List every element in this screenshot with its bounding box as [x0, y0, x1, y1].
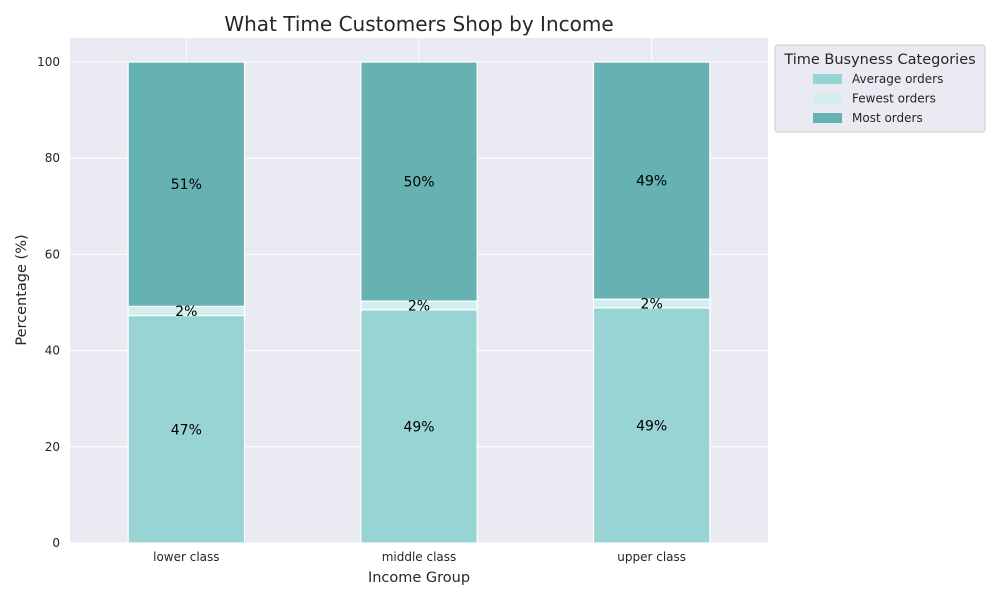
x-tick-label: lower class: [153, 550, 219, 564]
y-tick-label: 40: [45, 344, 60, 358]
legend-title: Time Busyness Categories: [783, 52, 975, 68]
bar-segment: [360, 61, 478, 302]
y-tick-label: 20: [45, 440, 60, 454]
legend-swatch: [813, 74, 842, 84]
legend-swatch: [813, 93, 842, 104]
legend-entry-label: Average orders: [852, 72, 943, 86]
data-label: 2%: [175, 304, 197, 320]
bar-segment: [592, 307, 711, 544]
y-tick-label: 60: [45, 247, 60, 261]
legend-swatch: [813, 113, 842, 123]
bar-segment: [127, 61, 246, 307]
y-tick-label: 80: [45, 151, 60, 165]
y-tick-labels: 0 20 40 60 80 100: [37, 55, 60, 550]
legend: Time Busyness Categories Average orders F…: [774, 44, 986, 133]
y-tick-label: 0: [52, 536, 60, 550]
chart-title: What Time Customers Shop by Income: [224, 12, 613, 36]
data-label: 49%: [636, 174, 667, 190]
data-label: 2%: [408, 298, 430, 314]
x-tick-label: middle class: [382, 550, 457, 564]
data-label: 51%: [171, 177, 202, 193]
x-axis-label: Income Group: [368, 570, 470, 586]
data-label: 50%: [403, 175, 434, 191]
bar-segment: [127, 314, 246, 544]
x-tick-label: upper class: [617, 550, 686, 564]
legend-box: [774, 44, 986, 133]
data-label: 2%: [641, 296, 663, 312]
legend-entry-label: Fewest orders: [852, 92, 936, 106]
bars: [127, 61, 711, 544]
data-label: 49%: [403, 419, 434, 435]
data-labels: 47% 2% 51% 49% 2% 50% 49% 2% 49%: [171, 174, 667, 439]
legend-entry-label: Most orders: [852, 111, 923, 125]
y-tick-label: 100: [37, 55, 60, 69]
x-tick-labels: lower class middle class upper class: [153, 550, 686, 564]
data-label: 47%: [171, 422, 202, 438]
bar-segment: [592, 61, 711, 300]
legend-items: Average orders Fewest orders Most orders: [813, 72, 943, 125]
y-axis-label: Percentage (%): [14, 234, 30, 345]
data-label: 49%: [636, 418, 667, 434]
